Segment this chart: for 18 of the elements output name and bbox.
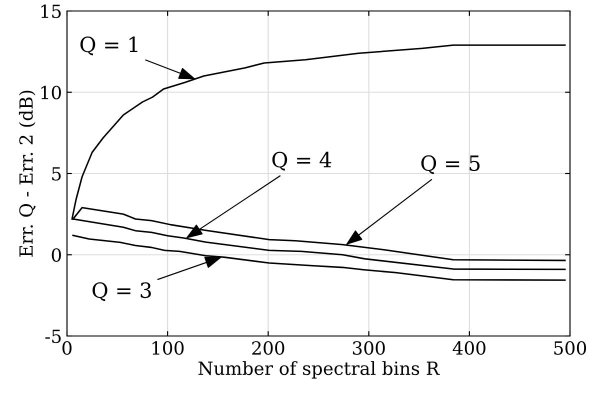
line-series bbox=[72, 234, 566, 281]
y-tick-label: -5 bbox=[45, 330, 61, 344]
y-tick-label: 5 bbox=[52, 167, 61, 181]
annotation: Q = 5 bbox=[421, 155, 480, 174]
x-tick-label: 200 bbox=[252, 341, 284, 355]
x-tick-label: 300 bbox=[352, 341, 385, 355]
annotation: Q = 3 bbox=[92, 282, 151, 302]
annotation: Q = 1 bbox=[80, 36, 138, 56]
x-axis-title: Number of spectral bins R bbox=[198, 361, 440, 379]
x-tick-label: 100 bbox=[152, 341, 184, 355]
y-tick-label: 0 bbox=[52, 248, 61, 262]
y-tick-label: 15 bbox=[41, 4, 61, 18]
x-tick-label: 500 bbox=[554, 341, 586, 355]
x-tick-label: 400 bbox=[452, 341, 486, 355]
x-tick-label: 0 bbox=[62, 341, 72, 355]
annotation: Q = 4 bbox=[272, 152, 332, 171]
y-tick-label: 10 bbox=[41, 86, 61, 100]
y-axis-title: Err. Q - Err. 2 (dB) bbox=[18, 90, 36, 257]
